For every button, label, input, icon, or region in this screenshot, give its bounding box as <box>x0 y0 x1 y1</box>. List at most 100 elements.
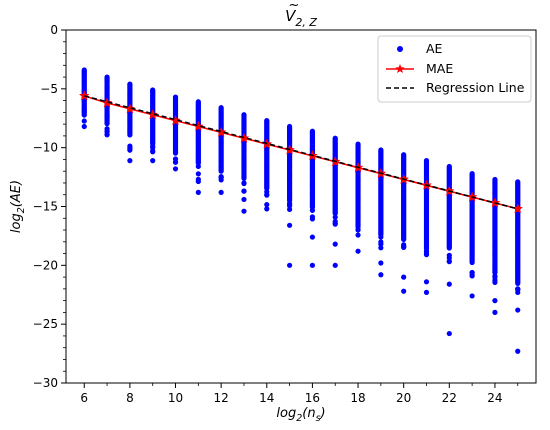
ae-point <box>195 176 201 182</box>
ae-point <box>195 171 201 177</box>
ae-outlier-point <box>172 166 179 172</box>
x-tick-label: 6 <box>80 391 88 405</box>
x-tick-label: 20 <box>396 391 411 405</box>
ae-point <box>241 175 247 181</box>
ae-point <box>127 145 133 151</box>
legend-box <box>377 35 532 103</box>
y-tick-label: −25 <box>33 317 58 331</box>
ae-outlier-point <box>355 248 361 254</box>
mae-marker <box>78 90 90 101</box>
ae-point <box>469 273 475 279</box>
ae-outlier-point <box>127 158 133 164</box>
ae-outlier-point <box>492 309 498 315</box>
ae-point <box>172 150 179 156</box>
x-label-base: log <box>276 406 296 421</box>
x-tick-label: 10 <box>168 391 183 405</box>
y-tick-label: −15 <box>33 200 58 214</box>
ae-point <box>241 180 247 186</box>
ae-point <box>378 239 384 245</box>
y-tick-label: −10 <box>33 141 58 155</box>
x-label-arg: (n <box>302 406 315 421</box>
ae-point <box>286 203 293 209</box>
x-axis-label: log2(ns) <box>276 406 325 424</box>
y-tick-label: 0 <box>50 23 58 37</box>
ae-point <box>195 163 201 170</box>
ae-point <box>332 218 338 225</box>
ae-outlier-point <box>469 293 475 299</box>
x-label-base-sub: 2 <box>296 413 302 424</box>
ae-outlier-point <box>446 330 452 337</box>
ae-outlier-point <box>332 262 338 268</box>
ae-point <box>218 174 224 180</box>
ae-outlier-point <box>309 262 316 268</box>
y-label-arg: (AE) <box>9 180 24 207</box>
legend-item-ae: AE <box>397 41 443 56</box>
ae-point <box>401 236 407 243</box>
ae-outlier-point <box>423 279 430 285</box>
ae-point <box>423 248 430 254</box>
ae-outlier-point <box>309 234 316 240</box>
ae-outlier-point <box>515 348 521 354</box>
ae-outlier-point <box>378 260 384 266</box>
ae-outlier-point <box>195 189 201 195</box>
ae-point <box>332 210 338 217</box>
chart-title: V2, Z <box>285 7 317 29</box>
y-tick-label: −20 <box>33 258 58 272</box>
ae-outlier-point <box>515 307 521 313</box>
regression-line <box>84 95 518 210</box>
legend-ae-label: AE <box>426 41 443 56</box>
ae-point <box>492 273 498 279</box>
ae-point <box>286 206 293 213</box>
x-label-arg-sub: s <box>316 413 321 424</box>
x-label-close: ) <box>320 406 326 421</box>
x-tick-label: 12 <box>214 391 229 405</box>
ae-point <box>104 121 110 127</box>
y-tick-label: −5 <box>40 82 58 96</box>
ae-outlier-point <box>286 222 293 228</box>
legend-ae-marker <box>397 46 403 52</box>
ae-point <box>401 244 407 251</box>
y-tick-label: −30 <box>33 376 58 390</box>
ae-point <box>172 156 179 162</box>
x-tick-label: 16 <box>305 391 320 405</box>
legend-item-mae: MAE <box>386 61 453 76</box>
ae-outlier-point <box>492 298 498 304</box>
ae-point <box>515 287 521 293</box>
x-tick-label: 22 <box>442 391 457 405</box>
ae-point <box>81 118 87 124</box>
y-label-base: log <box>9 213 24 233</box>
ae-outlier-point <box>264 206 270 212</box>
title-main: V <box>285 7 297 25</box>
ae-point <box>264 191 270 198</box>
ae-point <box>309 216 316 222</box>
ae-outlier-point <box>423 289 430 295</box>
ae-outlier-point <box>378 272 384 278</box>
ae-outlier-point <box>218 189 224 195</box>
title-subscript: 2, Z <box>295 16 317 29</box>
ae-point <box>241 188 247 194</box>
ae-outlier-point <box>401 274 407 280</box>
ae-point <box>378 245 384 251</box>
ae-point <box>355 227 361 233</box>
y-axis-label: log2(AE) <box>9 180 27 233</box>
ae-point <box>150 148 156 154</box>
ae-point <box>423 252 430 258</box>
ae-outlier-point <box>81 123 87 130</box>
series-ae <box>81 67 521 354</box>
title-accent: ~ <box>289 0 300 13</box>
legend-regression-label: Regression Line <box>426 80 525 95</box>
ae-outlier-point <box>401 288 407 294</box>
x-tick-label: 14 <box>259 391 274 405</box>
ae-outlier-point <box>286 262 293 268</box>
ae-point <box>264 202 270 208</box>
ae-point <box>355 232 361 238</box>
plot-area <box>78 67 524 354</box>
legend-item-regression: Regression Line <box>386 80 525 95</box>
ae-outlier-point <box>332 241 338 247</box>
ae-point <box>81 111 87 117</box>
ae-point <box>446 255 452 261</box>
x-tick-label: 8 <box>126 391 134 405</box>
ae-point <box>515 280 521 287</box>
